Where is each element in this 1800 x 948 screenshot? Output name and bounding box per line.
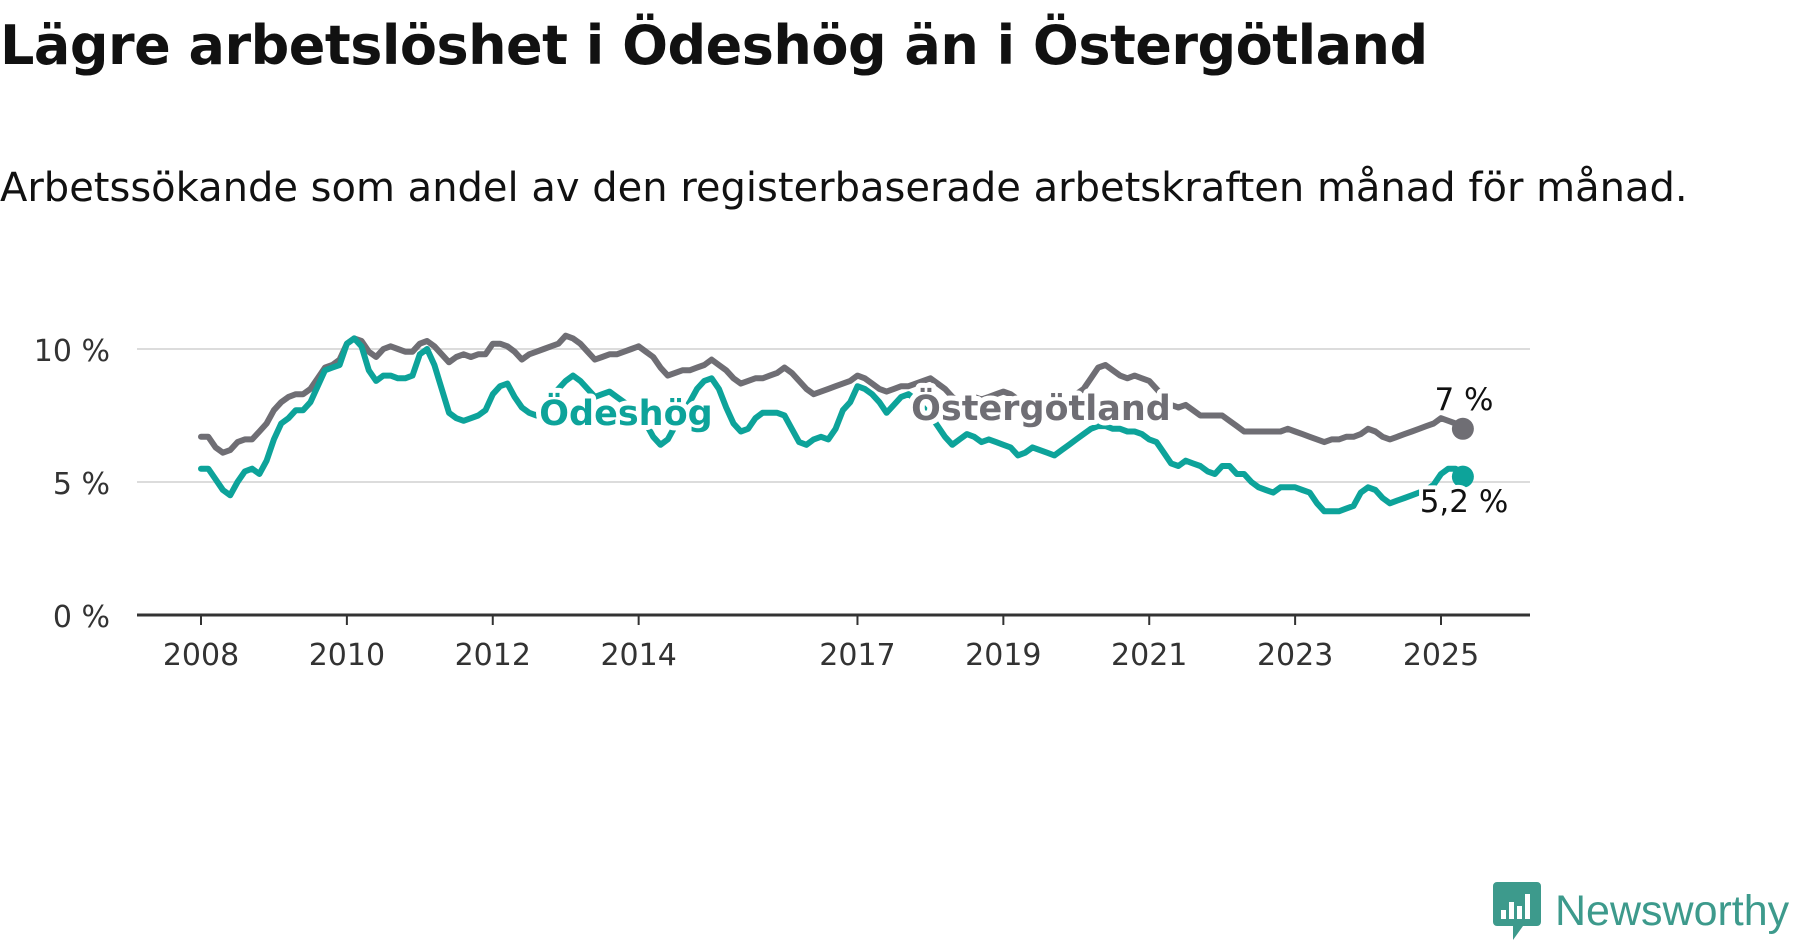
x-axis: 2008 2010 2012 2014 2017 2019 2021 2023 2025 [137,613,1530,673]
end-value-label-odeshog: 5,2 % [1420,484,1509,520]
series-lines [198,332,1474,515]
x-tick-label: 2012 [455,638,531,673]
chart-subtitle: Arbetssökande som andel av den registerb… [0,165,1688,211]
y-tick-label: 5 % [53,467,110,502]
x-tick-label: 2017 [819,638,895,673]
chart-title: Lägre arbetslöshet i Ödeshög än i Österg… [0,14,1428,77]
y-axis: 0 % 5 % 10 % [34,334,110,635]
x-tick-label: 2021 [1111,638,1187,673]
newsworthy-brand-name: Newsworthy [1555,886,1790,935]
x-tick-label: 2025 [1403,638,1479,673]
x-tick-label: 2019 [965,638,1041,673]
x-tick-label: 2010 [309,638,385,673]
y-tick-label: 10 % [34,334,110,369]
x-tick-label: 2008 [163,638,239,673]
series-label-ostergotland: Östergötland [911,387,1171,429]
newsworthy-logo-icon [1493,882,1541,940]
x-tick-label: 2023 [1257,638,1333,673]
series-labels: Östergötland Ödeshög 7 % 5,2 % [534,378,1512,524]
series-line-odeshog [198,335,1466,515]
end-point-ostergotland [1451,417,1474,440]
x-tick-label: 2014 [600,638,676,673]
newsworthy-logo: Newsworthy [1493,882,1789,940]
end-value-label-ostergotland: 7 % [1434,382,1493,418]
y-tick-label: 0 % [53,600,110,635]
series-line-ostergotland [198,332,1466,456]
series-label-odeshog: Ödeshög [539,392,712,434]
gridlines [137,348,1530,483]
end-point-odeshog [1451,465,1474,488]
